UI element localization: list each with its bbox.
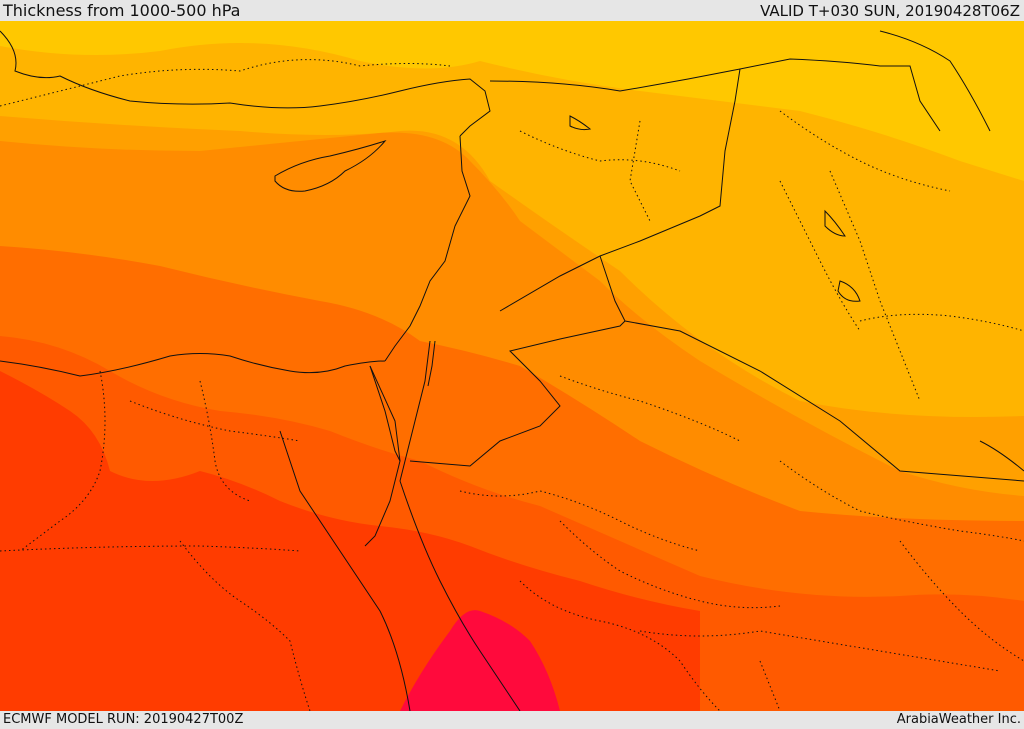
map-title: Thickness from 1000-500 hPa xyxy=(3,1,241,20)
credit: ArabiaWeather Inc. xyxy=(896,712,1021,727)
header-bar: Thickness from 1000-500 hPa VALID T+030 … xyxy=(0,0,1024,21)
country-borders xyxy=(369,58,1024,482)
valid-time: VALID T+030 SUN, 20190428T06Z xyxy=(760,2,1020,20)
thickness-map[interactable] xyxy=(0,21,1024,711)
coastlines xyxy=(0,30,1024,711)
model-run: ECMWF MODEL RUN: 20190427T00Z xyxy=(3,712,244,727)
thickness-band-7 xyxy=(0,371,700,711)
provincial-borders xyxy=(0,59,1024,711)
map-canvas xyxy=(0,21,1024,711)
footer-bar: ECMWF MODEL RUN: 20190427T00Z ArabiaWeat… xyxy=(0,711,1024,729)
thickness-band-8 xyxy=(400,610,560,711)
